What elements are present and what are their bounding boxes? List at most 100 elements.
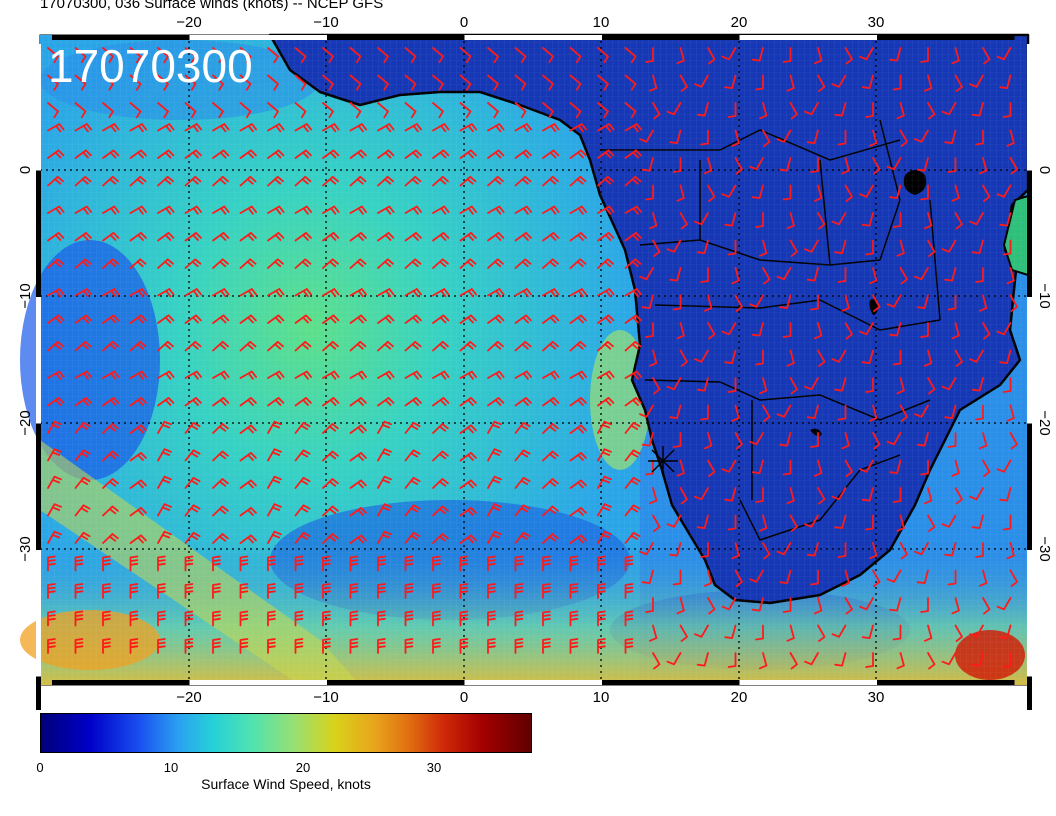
wind-barb (212, 205, 230, 215)
wind-barb (432, 314, 450, 324)
wind-barb (129, 479, 147, 489)
wind-barb (239, 47, 252, 64)
wind-barb (996, 47, 1012, 61)
wind-barb (129, 47, 142, 64)
wind-barb (624, 397, 642, 407)
wind-barb (157, 232, 175, 242)
wind-barb (47, 175, 64, 187)
wind-barb (810, 294, 819, 311)
wind-barb (569, 397, 587, 407)
wind-barb (542, 232, 560, 242)
wind-barb (47, 448, 62, 462)
wind-barb (676, 322, 685, 340)
wind-barb (542, 340, 559, 352)
wind-barb (239, 205, 257, 215)
wind-barb (762, 267, 771, 285)
wind-barb (239, 340, 257, 352)
page-title: 17070300, 036 Surface winds (knots) -- N… (40, 0, 384, 12)
wind-barb (294, 232, 312, 242)
wind-barb (954, 624, 963, 642)
wind-barb (979, 157, 988, 175)
wind-barb (776, 404, 792, 418)
wind-barb (924, 487, 933, 505)
axis-bar-segment (52, 35, 190, 40)
wind-barb (865, 102, 874, 118)
wind-barb (212, 505, 229, 517)
wind-barb (47, 420, 62, 434)
wind-barb (322, 397, 340, 407)
wind-barb (267, 205, 285, 215)
wind-barb (74, 638, 84, 654)
wind-barb (982, 459, 991, 477)
location-marker (648, 446, 678, 476)
wind-barb (920, 597, 929, 613)
wind-barb (349, 397, 367, 407)
wind-barb (239, 424, 257, 434)
wind-barb (432, 370, 450, 380)
wind-barb (294, 288, 312, 298)
wind-barb (322, 505, 339, 517)
wind-barb (102, 175, 119, 187)
wind-barb (157, 205, 175, 215)
wind-barb (624, 288, 642, 298)
wind-barb (751, 322, 764, 337)
wind-barb (666, 239, 682, 253)
wind-barb (597, 102, 609, 119)
wind-barb (157, 638, 166, 654)
colorbar-label: Surface Wind Speed, knots (201, 776, 371, 792)
wind-barb (157, 47, 169, 64)
wind-barb (831, 349, 847, 363)
wind-barb (569, 74, 582, 91)
wind-barb (184, 149, 202, 159)
wind-barb (954, 212, 963, 230)
wind-barb (649, 212, 658, 230)
lat-ticks-right: 0 −10 −20 −30 (1036, 166, 1053, 562)
wind-barb (597, 530, 612, 544)
wind-barb (377, 475, 392, 489)
wind-barb (597, 583, 606, 599)
wind-barb (514, 449, 531, 462)
wind-barb (542, 175, 559, 187)
wind-barb (666, 102, 682, 116)
wind-barb (916, 569, 929, 584)
wind-barb (212, 123, 230, 133)
axis-bar-segment (327, 680, 465, 685)
wind-barb (679, 212, 688, 230)
wind-barb (914, 542, 929, 556)
wind-barb (102, 149, 120, 159)
wind-barb (102, 74, 114, 91)
wind-barb (672, 294, 682, 311)
wind-barb (841, 157, 850, 175)
wind-barb (672, 157, 682, 173)
wind-barb (782, 184, 792, 201)
wind-barb (734, 157, 743, 175)
wind-barb (704, 157, 713, 175)
wind-barb (377, 175, 394, 187)
wind-barb (806, 267, 819, 282)
wind-barb (294, 638, 304, 654)
wind-barb (1009, 157, 1018, 175)
wind-barb (982, 184, 991, 202)
wind-barb (944, 404, 957, 419)
wind-barb (700, 267, 709, 283)
wind-barb (759, 514, 768, 532)
wind-map: −20 −10 0 10 20 30 −20 −10 0 10 20 30 0 −10 −20 −30 0… (17, 14, 1053, 710)
wind-barb (322, 423, 339, 434)
axis-bar-segment (189, 680, 327, 685)
wind-barb (624, 102, 637, 119)
wind-barb (786, 624, 795, 642)
wind-barb (951, 184, 960, 202)
lat-tick-label: −30 (17, 536, 34, 561)
lon-tick-label: −10 (313, 14, 338, 31)
wind-barb (157, 397, 175, 407)
wind-barb (779, 569, 792, 584)
axis-bar-segment (189, 35, 327, 40)
wind-barb (776, 542, 792, 556)
wind-barb (432, 610, 441, 627)
wind-barb (542, 205, 560, 215)
wind-barb (861, 74, 874, 89)
wind-barb (239, 452, 257, 462)
wind-barb (487, 288, 505, 298)
wind-barb (996, 322, 1012, 336)
wind-barb (624, 638, 634, 654)
